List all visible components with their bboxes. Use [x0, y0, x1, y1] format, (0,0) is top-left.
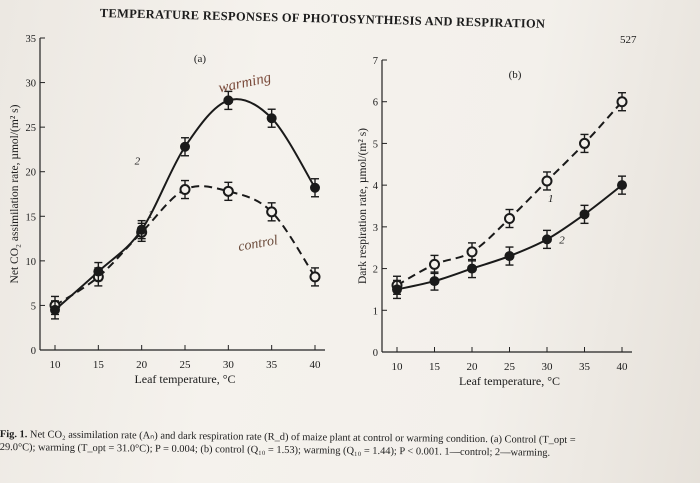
data-point-filled: [467, 263, 477, 274]
data-point-filled: [223, 95, 234, 106]
curve-label-control: 1: [148, 209, 154, 221]
data-point-filled: [136, 224, 147, 235]
y-tick-label: 7: [373, 56, 378, 67]
data-point-filled: [504, 251, 515, 262]
curve-label-control: 1: [548, 193, 554, 205]
y-tick-label: 10: [26, 257, 37, 268]
handwritten-control: control: [237, 233, 279, 255]
data-point-filled: [429, 276, 440, 287]
y-tick-label: 1: [373, 306, 378, 317]
curve-label-warming: 2: [135, 156, 141, 168]
data-point-open: [579, 137, 590, 149]
y-tick-label: 25: [26, 123, 37, 134]
data-point-filled: [50, 304, 60, 315]
data-point-filled: [579, 209, 590, 220]
x-tick-label: 35: [579, 361, 591, 373]
x-axis-label: Leaf temperature, °C: [459, 374, 560, 388]
x-tick-label: 40: [310, 359, 322, 371]
x-axis-label: Leaf temperature, °C: [134, 372, 235, 386]
y-axis-label: Dark respiration rate, µmol/(m² s): [357, 128, 369, 284]
data-point-filled: [617, 180, 627, 191]
y-tick-label: 35: [26, 34, 37, 45]
panel-label: (a): [194, 53, 207, 65]
x-tick-label: 30: [542, 361, 554, 373]
y-tick-label: 5: [31, 301, 36, 312]
x-tick-label: 15: [429, 361, 441, 373]
x-tick-label: 25: [504, 361, 516, 373]
x-tick-label: 20: [136, 359, 148, 371]
figure-caption: Fig. 1. Net CO₂ assimilation rate (Aₙ) a…: [0, 428, 690, 461]
x-tick-label: 40: [617, 361, 629, 373]
y-tick-label: 3: [373, 223, 378, 234]
x-tick-label: 20: [467, 361, 479, 373]
x-tick-label: 35: [266, 359, 278, 371]
data-point-open: [466, 246, 478, 258]
data-point-open: [222, 185, 234, 197]
data-point-filled: [310, 182, 320, 193]
panel-label: (b): [509, 69, 522, 81]
y-tick-label: 5: [373, 139, 378, 150]
y-tick-label: 15: [26, 212, 37, 223]
data-point-open: [309, 271, 321, 283]
data-point-filled: [180, 141, 190, 152]
x-tick-label: 10: [392, 361, 404, 373]
y-tick-label: 6: [373, 98, 378, 109]
data-point-open: [179, 184, 191, 196]
data-point-open: [616, 96, 628, 108]
x-tick-label: 10: [50, 359, 62, 371]
data-point-filled: [93, 266, 104, 277]
y-tick-label: 30: [26, 79, 37, 90]
data-point-filled: [392, 284, 402, 295]
caption-lead: Fig. 1.: [0, 428, 28, 441]
y-tick-label: 20: [26, 168, 37, 179]
page-number: 527: [620, 34, 637, 46]
handwritten-warming: warming: [217, 70, 273, 97]
data-point-open: [266, 206, 278, 218]
data-point-filled: [542, 234, 552, 245]
data-point-open: [504, 213, 515, 225]
y-tick-label: 2: [373, 265, 378, 276]
x-tick-label: 25: [180, 359, 192, 371]
y-axis-label: Net CO₂ assimilation rate, µmol/(m² s): [9, 104, 21, 283]
data-point-open: [429, 258, 440, 270]
y-tick-label: 0: [31, 346, 36, 357]
x-tick-label: 30: [223, 359, 235, 371]
x-tick-label: 15: [93, 359, 105, 371]
data-point-open: [541, 175, 553, 187]
y-tick-label: 4: [373, 181, 379, 192]
y-tick-label: 0: [373, 348, 378, 359]
data-point-filled: [266, 113, 277, 124]
curve-label-warming: 2: [559, 235, 565, 247]
